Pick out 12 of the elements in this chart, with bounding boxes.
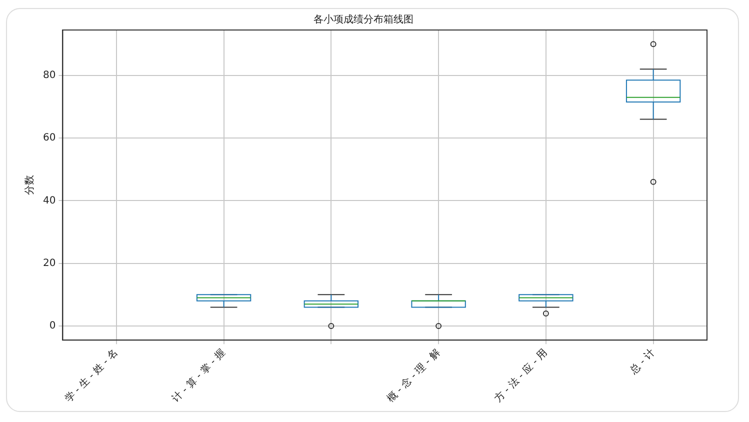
x-tick-label: 总 - 计 [626,346,658,378]
y-tick-label: 80 [42,70,56,82]
y-axis-title: 分数 [24,175,36,196]
y-tick-label: 0 [49,320,56,332]
y-tick-label: 60 [42,132,56,144]
y-tick-label: 20 [42,258,56,269]
y-tick-label: 40 [42,195,56,206]
x-tick-label: 概 - 念 - 理 - 解 [384,346,443,405]
chart-title: 各小项成绩分布箱线图 [314,14,414,26]
x-tick-label: 方 - 法 - 应 - 用 [492,346,550,405]
x-tick-label: 计 - 算 - 掌 - 握 [170,346,228,405]
x-tick-label: 学 - 生 - 姓 - 名 [62,346,120,405]
